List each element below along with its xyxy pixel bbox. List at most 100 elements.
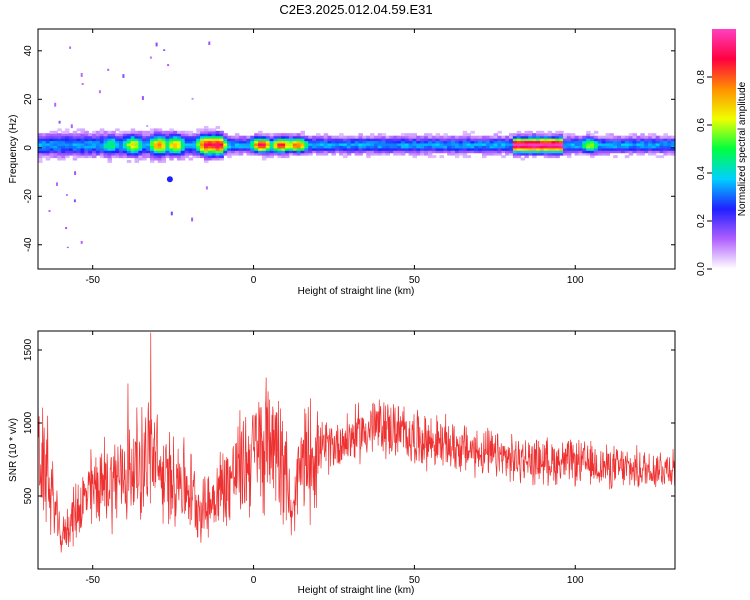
spectrogram-cell [462, 145, 468, 149]
spectrogram-cell [273, 147, 278, 151]
spectrogram-cell [501, 155, 506, 159]
spectrogram-cell [563, 152, 568, 156]
spectrogram-cell [578, 147, 583, 151]
spectrogram-cell [250, 138, 255, 142]
spectrogram-cell [493, 147, 499, 151]
spectrogram-cell [385, 152, 390, 156]
spectrogram-cell [53, 145, 58, 149]
spectrogram-cell [551, 135, 556, 139]
spectrogram-cell [188, 147, 194, 151]
spectrogram-cell [543, 145, 549, 149]
spectrogram-cell [316, 140, 321, 144]
spectrogram-cell [68, 147, 74, 151]
spectrogram-cell [103, 133, 109, 137]
spectrogram-cell [404, 142, 410, 146]
spectrogram-frame [37, 28, 676, 270]
spectrogram-cell [319, 145, 325, 149]
spectrogram-cell [435, 140, 441, 144]
spectrogram-cell [165, 152, 170, 156]
spectrogram-cell [277, 142, 282, 146]
spectrogram-cell [281, 145, 286, 149]
spectrogram-cell [574, 142, 580, 146]
spectrogram-cell [219, 133, 224, 137]
spectrogram-cell [632, 150, 637, 154]
spectrogram-cell [493, 145, 499, 149]
spectrogram-cell [528, 142, 533, 146]
spectrogram-cell [651, 147, 657, 151]
spectrogram-cell [644, 140, 649, 144]
spectrogram-cell [443, 140, 448, 144]
spectrogram-cell [373, 145, 379, 149]
spectrogram-cell [543, 152, 549, 156]
spectrogram-cell [628, 138, 634, 142]
spectrogram-cell [211, 152, 217, 156]
spectrogram-cell [466, 142, 471, 146]
spectrogram-cell [458, 145, 464, 149]
spectrogram-cell [107, 130, 112, 134]
spectrogram-cell [122, 147, 128, 151]
spectrogram-cell [505, 147, 510, 151]
spectrogram-cell [65, 155, 70, 159]
spectrogram-cell [505, 142, 510, 146]
spectrogram-cell [536, 152, 541, 156]
spectrogram-cell [412, 138, 417, 142]
spectrogram-cell [458, 140, 464, 144]
spectrogram-cell [536, 138, 541, 142]
spectrogram-cell [223, 140, 228, 144]
spectrogram-cell [200, 140, 205, 144]
spectrogram-cell [377, 138, 383, 142]
spectrogram-cell [99, 155, 105, 159]
spectrogram-cell [478, 142, 483, 146]
spectrogram-cell [493, 138, 499, 142]
spectrogram-cell [532, 150, 537, 154]
spectrogram-cell [204, 142, 209, 146]
spectrogram-cell [655, 135, 661, 139]
spectrogram-cell [466, 138, 471, 142]
spectrogram-cell [38, 150, 43, 154]
spectrogram-cell [343, 145, 348, 149]
snr-x-axis-label: Height of straight line (km) [298, 585, 415, 596]
spectrogram-cell [196, 128, 201, 132]
spectrogram-cell [72, 147, 78, 151]
spectrogram-cell [122, 138, 128, 142]
spectrogram-cell [234, 135, 240, 139]
spectrogram-cell [593, 152, 599, 156]
spectrogram-cell [204, 155, 209, 159]
spectrogram-cell [424, 138, 429, 142]
spectrogram-cell [273, 138, 278, 142]
spectrogram-cell [601, 140, 607, 144]
spectrogram-cell [397, 138, 402, 142]
spectrogram-cell [640, 152, 645, 156]
spectrogram-cell [597, 135, 603, 139]
spectrogram-cell [385, 142, 390, 146]
spectrogram-cell [640, 135, 645, 139]
spectrogram-cell [173, 152, 178, 156]
spectrogram-cell [219, 130, 224, 134]
spectrogram-cell [632, 145, 637, 149]
spectrogram-cell [211, 142, 217, 146]
spectrogram-cell [431, 145, 437, 149]
spectrogram-cell [61, 135, 66, 139]
spectrogram-cell [447, 138, 452, 142]
spectrogram-cell [454, 142, 460, 146]
spectrogram-cell [288, 135, 294, 139]
spectrogram-cell [574, 152, 580, 156]
spectrogram-cell [547, 152, 553, 156]
spectrogram-cell [559, 150, 564, 154]
spectrogram-cell [49, 145, 55, 149]
spectrogram-cell [304, 147, 309, 151]
spectrogram-cell [613, 142, 618, 146]
spectrogram-cell [296, 135, 302, 139]
spectrogram-cell [150, 142, 155, 146]
spectrogram-cell [80, 155, 85, 159]
spectrogram-cell [346, 140, 352, 144]
spectrogram-cell [339, 140, 344, 144]
spectrogram-cell [335, 142, 340, 146]
spectrogram-cell [339, 133, 344, 137]
spectrogram-cell [323, 138, 329, 142]
spectrogram-cell [439, 145, 444, 149]
spectrogram-cell [566, 147, 572, 151]
spectrogram-cell [173, 155, 178, 159]
spectrogram-cell [49, 147, 55, 151]
spectrogram-cell [370, 133, 375, 137]
